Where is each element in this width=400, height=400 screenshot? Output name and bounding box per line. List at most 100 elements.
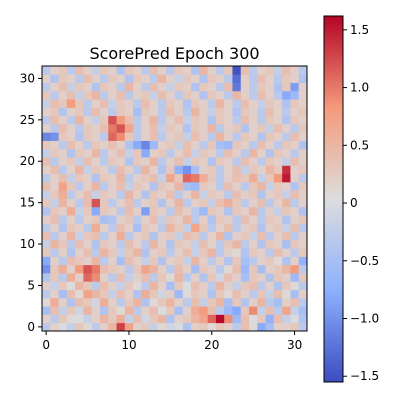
heatmap-cell [124,140,134,150]
heatmap-cell [232,289,242,299]
heatmap-cell [149,206,159,216]
heatmap-cell [182,281,192,290]
heatmap-cell [66,231,76,241]
heatmap-cell [141,173,151,183]
heatmap-cell [149,231,159,241]
heatmap-cell [273,223,283,233]
heatmap-cell [116,289,126,299]
heatmap-cell [215,132,225,141]
heatmap-cell [290,256,300,266]
heatmap-cell [124,181,134,191]
heatmap-cell [58,132,68,141]
heatmap-cell [141,107,151,117]
heatmap-cell [133,181,142,191]
heatmap-cell [83,231,93,241]
heatmap-cell [50,115,59,125]
heatmap-cell [166,281,175,290]
heatmap-cell [182,107,192,117]
heatmap-cell [75,273,84,282]
heatmap-cell [282,231,291,241]
heatmap-cell [83,264,93,274]
heatmap-cell [207,123,217,133]
heatmap-cell [249,198,258,208]
heatmap-cell [116,306,126,315]
heatmap-cell [273,273,283,282]
heatmap-cell [298,256,308,266]
heatmap-cell [298,273,308,282]
heatmap-cell [108,306,117,315]
heatmap-cell [224,264,233,274]
heatmap-cell [265,306,275,315]
heatmap-cell [298,198,308,208]
heatmap-cell [83,256,93,266]
heatmap-cell [50,132,59,141]
heatmap-cell [273,157,283,166]
heatmap-cell [108,115,117,125]
heatmap-cell [83,157,93,166]
heatmap-cell [215,181,225,191]
heatmap-cell [157,264,167,274]
heatmap-cell [108,99,117,108]
heatmap-cell [108,173,117,183]
colorbar-tick-label: 0 [350,196,358,210]
heatmap-cell [66,99,76,108]
heatmap-cell [83,148,93,158]
heatmap-cell [191,281,200,290]
heatmap-cell [124,215,134,224]
heatmap-cell [91,198,101,208]
heatmap-cell [265,148,275,158]
heatmap-cell [182,173,192,183]
heatmap-cell [224,90,233,100]
heatmap-cell [232,140,242,150]
heatmap-cell [157,165,167,175]
heatmap-cell [182,306,192,315]
heatmap-cell [182,148,192,158]
heatmap-cell [99,273,109,282]
heatmap-cell [42,322,51,332]
heatmap-cell [240,82,250,92]
heatmap-cell [265,190,275,199]
heatmap-cell [58,239,68,249]
heatmap-cell [108,132,117,141]
heatmap-cell [133,198,142,208]
heatmap-cell [108,289,117,299]
heatmap-cell [141,74,151,83]
heatmap-cell [66,82,76,92]
heatmap-cell [199,248,209,257]
heatmap-cell [265,248,275,257]
heatmap-cell [215,99,225,108]
heatmap-cell [249,99,258,108]
heatmap-cell [282,281,291,290]
heatmap-cell [66,248,76,257]
heatmap-cell [99,99,109,108]
heatmap-cell [249,206,258,216]
heatmap-cell [249,322,258,332]
heatmap-cell [298,223,308,233]
heatmap-cell [249,273,258,282]
heatmap-cell [207,314,217,324]
heatmap-cell [249,123,258,133]
heatmap-cell [224,173,233,183]
heatmap-cell [149,289,159,299]
heatmap-cell [265,181,275,191]
heatmap-cell [149,215,159,224]
heatmap-cell [157,215,167,224]
heatmap-cell [215,314,225,324]
heatmap-cell [75,74,84,83]
heatmap-cell [224,66,233,75]
heatmap-cell [191,66,200,75]
heatmap-cell [282,297,291,307]
heatmap-cell [75,206,84,216]
heatmap-cell [66,148,76,158]
heatmap-cell [282,157,291,166]
heatmap-cell [42,223,51,233]
heatmap-cell [265,322,275,332]
heatmap-cell [58,99,68,108]
heatmap-cell [166,231,175,241]
heatmap-cell [166,306,175,315]
heatmap-cell [149,281,159,290]
heatmap-cell [50,223,59,233]
heatmap-cell [66,165,76,175]
heatmap-cell [298,264,308,274]
heatmap-cell [166,297,175,307]
